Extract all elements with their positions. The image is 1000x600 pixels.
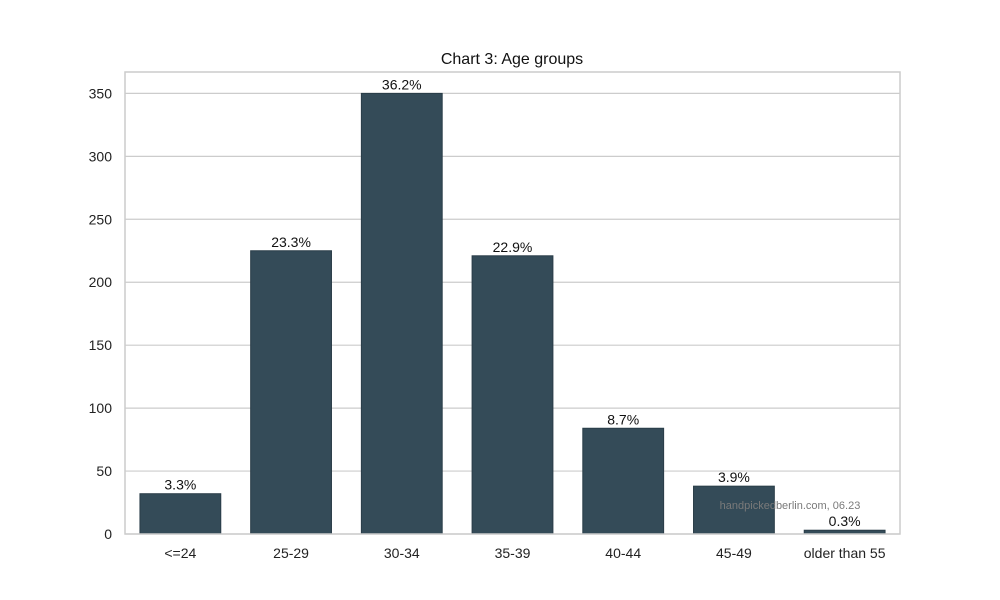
chart-title: Chart 3: Age groups xyxy=(441,51,583,68)
y-tick-label: 50 xyxy=(96,463,112,479)
bar xyxy=(693,485,775,535)
x-tick-label: 30-34 xyxy=(384,545,420,561)
x-tick-label: 35-39 xyxy=(495,545,531,561)
y-tick-label: 150 xyxy=(89,337,113,353)
bar-value-label: 3.3% xyxy=(164,477,196,493)
bar xyxy=(250,250,332,535)
y-tick-label: 300 xyxy=(89,148,113,164)
x-tick-label: 45-49 xyxy=(716,545,752,561)
x-tick-label: <=24 xyxy=(164,545,196,561)
bar-value-labels: 3.3% 23.3% 36.2% 22.9% 8.7% 3.9% 0.3% xyxy=(164,76,860,529)
bar xyxy=(471,255,554,535)
bar xyxy=(582,427,665,535)
y-axis-ticks: 0 50 100 150 200 250 300 350 xyxy=(89,85,113,542)
x-tick-label: 40-44 xyxy=(605,545,641,561)
y-tick-label: 0 xyxy=(104,526,112,542)
watermark: handpickedberlin.com, 06.23 xyxy=(720,500,861,512)
bar-value-label: 8.7% xyxy=(607,411,639,427)
y-tick-label: 200 xyxy=(89,274,113,290)
bar-value-label: 3.9% xyxy=(718,469,750,485)
bar-value-label: 23.3% xyxy=(271,234,311,250)
x-tick-label: older than 55 xyxy=(804,545,886,561)
y-tick-label: 250 xyxy=(89,211,113,227)
x-axis-ticks: <=24 25-29 30-34 35-39 40-44 45-49 older than … xyxy=(164,545,885,561)
y-tick-label: 350 xyxy=(89,85,113,101)
bars xyxy=(139,92,886,535)
x-tick-label: 25-29 xyxy=(273,545,309,561)
y-tick-label: 100 xyxy=(89,400,113,416)
bar-value-label: 22.9% xyxy=(493,239,533,255)
bar-value-label: 0.3% xyxy=(829,513,861,529)
plot-frame xyxy=(124,71,901,535)
bar-value-label: 36.2% xyxy=(382,76,422,92)
bar xyxy=(360,92,443,535)
bar xyxy=(139,493,222,535)
